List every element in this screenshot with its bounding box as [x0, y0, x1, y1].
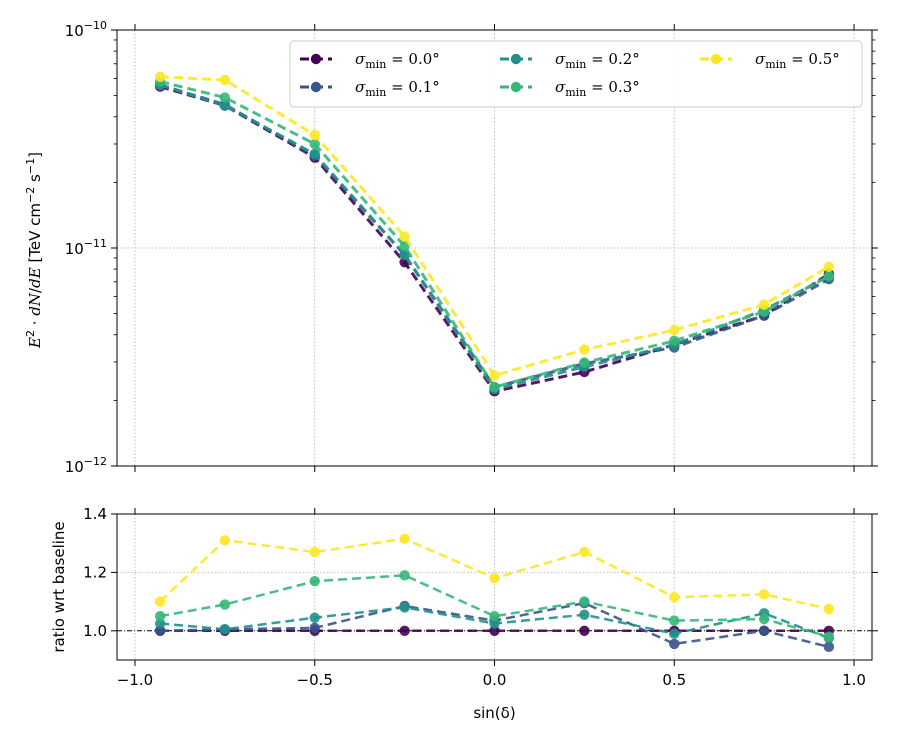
ratio-data-point	[489, 573, 500, 584]
ratio-data-point	[399, 625, 410, 636]
ratio-data-point	[758, 613, 770, 625]
x-tick-label: −0.5	[297, 671, 333, 689]
y-tick-label: 1.4	[83, 505, 107, 523]
flux-data-point	[758, 299, 770, 310]
ratio-data-point	[579, 625, 590, 636]
legend-item: σmin = 0.2°	[500, 50, 640, 71]
flux-data-point	[489, 370, 500, 381]
ratio-data-point	[489, 611, 500, 622]
flux-data-point	[154, 71, 166, 82]
flux-data-point	[309, 138, 320, 150]
flux-series-line-4	[160, 75, 830, 378]
flux-data-point	[579, 357, 590, 368]
x-tick-label: 1.0	[842, 671, 866, 689]
x-tick-label: 0.0	[483, 671, 507, 689]
ratio-data-point	[219, 599, 231, 610]
ratio-data-point	[669, 615, 680, 626]
legend: σmin = 0.0° σmin = 0.1° σmin = 0.2° σmin = …	[289, 40, 863, 108]
legend-item: σmin = 0.1°	[300, 78, 440, 99]
flux-data-point	[309, 129, 320, 141]
legend-item: σmin = 0.5°	[700, 50, 840, 71]
ratio-data-point	[309, 575, 320, 587]
flux-data-point	[309, 148, 320, 160]
y-axis-label: E2 · dN/dE [TeV cm−2 s−1]	[24, 152, 44, 349]
ratio-data-point	[823, 631, 835, 642]
flux-data-point	[823, 270, 835, 282]
ratio-data-point	[669, 592, 680, 603]
flux-series-line-3	[159, 80, 830, 389]
ratio-data-point	[489, 618, 500, 629]
ratio-data-point	[154, 618, 166, 629]
ratio-data-point	[489, 625, 500, 636]
legend-marker	[310, 53, 322, 65]
y-tick-label: 10−11	[65, 237, 107, 258]
ratio-data-point	[579, 609, 590, 620]
flux-data-point	[669, 335, 680, 347]
legend-label: σmin = 0.0°	[355, 50, 440, 71]
top-panel: 10−12 10−11 10−10 E2 · dN/dE [TeV cm−2 s−1]…	[24, 19, 878, 476]
legend-marker	[510, 81, 522, 93]
x-axis-label: sin(δ)	[473, 704, 515, 722]
ratio-data-point	[309, 612, 320, 623]
y-tick-label: 1.2	[83, 563, 107, 581]
legend-marker	[510, 53, 522, 65]
flux-data-point	[219, 92, 231, 103]
ratio-data-point	[399, 602, 410, 613]
flux-data-point	[758, 306, 770, 317]
legend-item: σmin = 0.3°	[500, 78, 640, 99]
ratio-data-point	[219, 535, 231, 546]
flux-data-point	[399, 231, 410, 242]
y-axis-label: ratio wrt baseline	[50, 521, 68, 652]
ratio-data-point	[309, 622, 320, 634]
ratio-data-point	[219, 624, 231, 635]
ratio-data-point	[669, 638, 680, 650]
legend-label: σmin = 0.1°	[355, 78, 440, 99]
ratio-data-point	[823, 641, 835, 653]
y-tick-label: 10−10	[65, 19, 107, 40]
flux-data-point	[219, 74, 231, 86]
ratio-data-point	[758, 589, 770, 600]
ratio-data-point	[579, 546, 590, 558]
flux-data-point	[823, 261, 835, 272]
legend-marker	[310, 81, 322, 93]
flux-data-point	[579, 344, 590, 355]
ratio-data-point	[669, 628, 680, 639]
ratio-data-point	[758, 625, 770, 636]
flux-data-point	[399, 240, 410, 252]
ratio-data-point	[399, 533, 410, 545]
y-tick-label: 10−12	[65, 455, 107, 476]
ratio-data-point	[399, 570, 410, 581]
legend-label: σmin = 0.2°	[555, 50, 640, 71]
bottom-panel: −1.0 −0.5 0.0 0.5 1.0 1.0 1.2 1.4 ratio wrt base…	[50, 505, 878, 722]
ratio-data-point	[309, 546, 320, 558]
ratio-data-point	[154, 625, 166, 636]
flux-data-point	[489, 381, 500, 393]
ratio-series-line-3	[159, 574, 830, 638]
flux-data-point	[219, 100, 231, 111]
ratio-data-point	[579, 596, 590, 607]
ratio-data-point	[154, 611, 166, 622]
x-tick-label: −1.0	[117, 671, 153, 689]
ratio-data-point	[823, 603, 835, 615]
y-tick-label: 1.0	[83, 622, 107, 640]
x-tick-label: 0.5	[662, 671, 686, 689]
flux-data-point	[669, 324, 680, 336]
legend-label: σmin = 0.5°	[755, 50, 840, 71]
legend-item: σmin = 0.0°	[300, 50, 440, 71]
legend-label: σmin = 0.3°	[555, 78, 640, 99]
ratio-data-point	[154, 596, 166, 607]
legend-marker	[710, 53, 722, 65]
